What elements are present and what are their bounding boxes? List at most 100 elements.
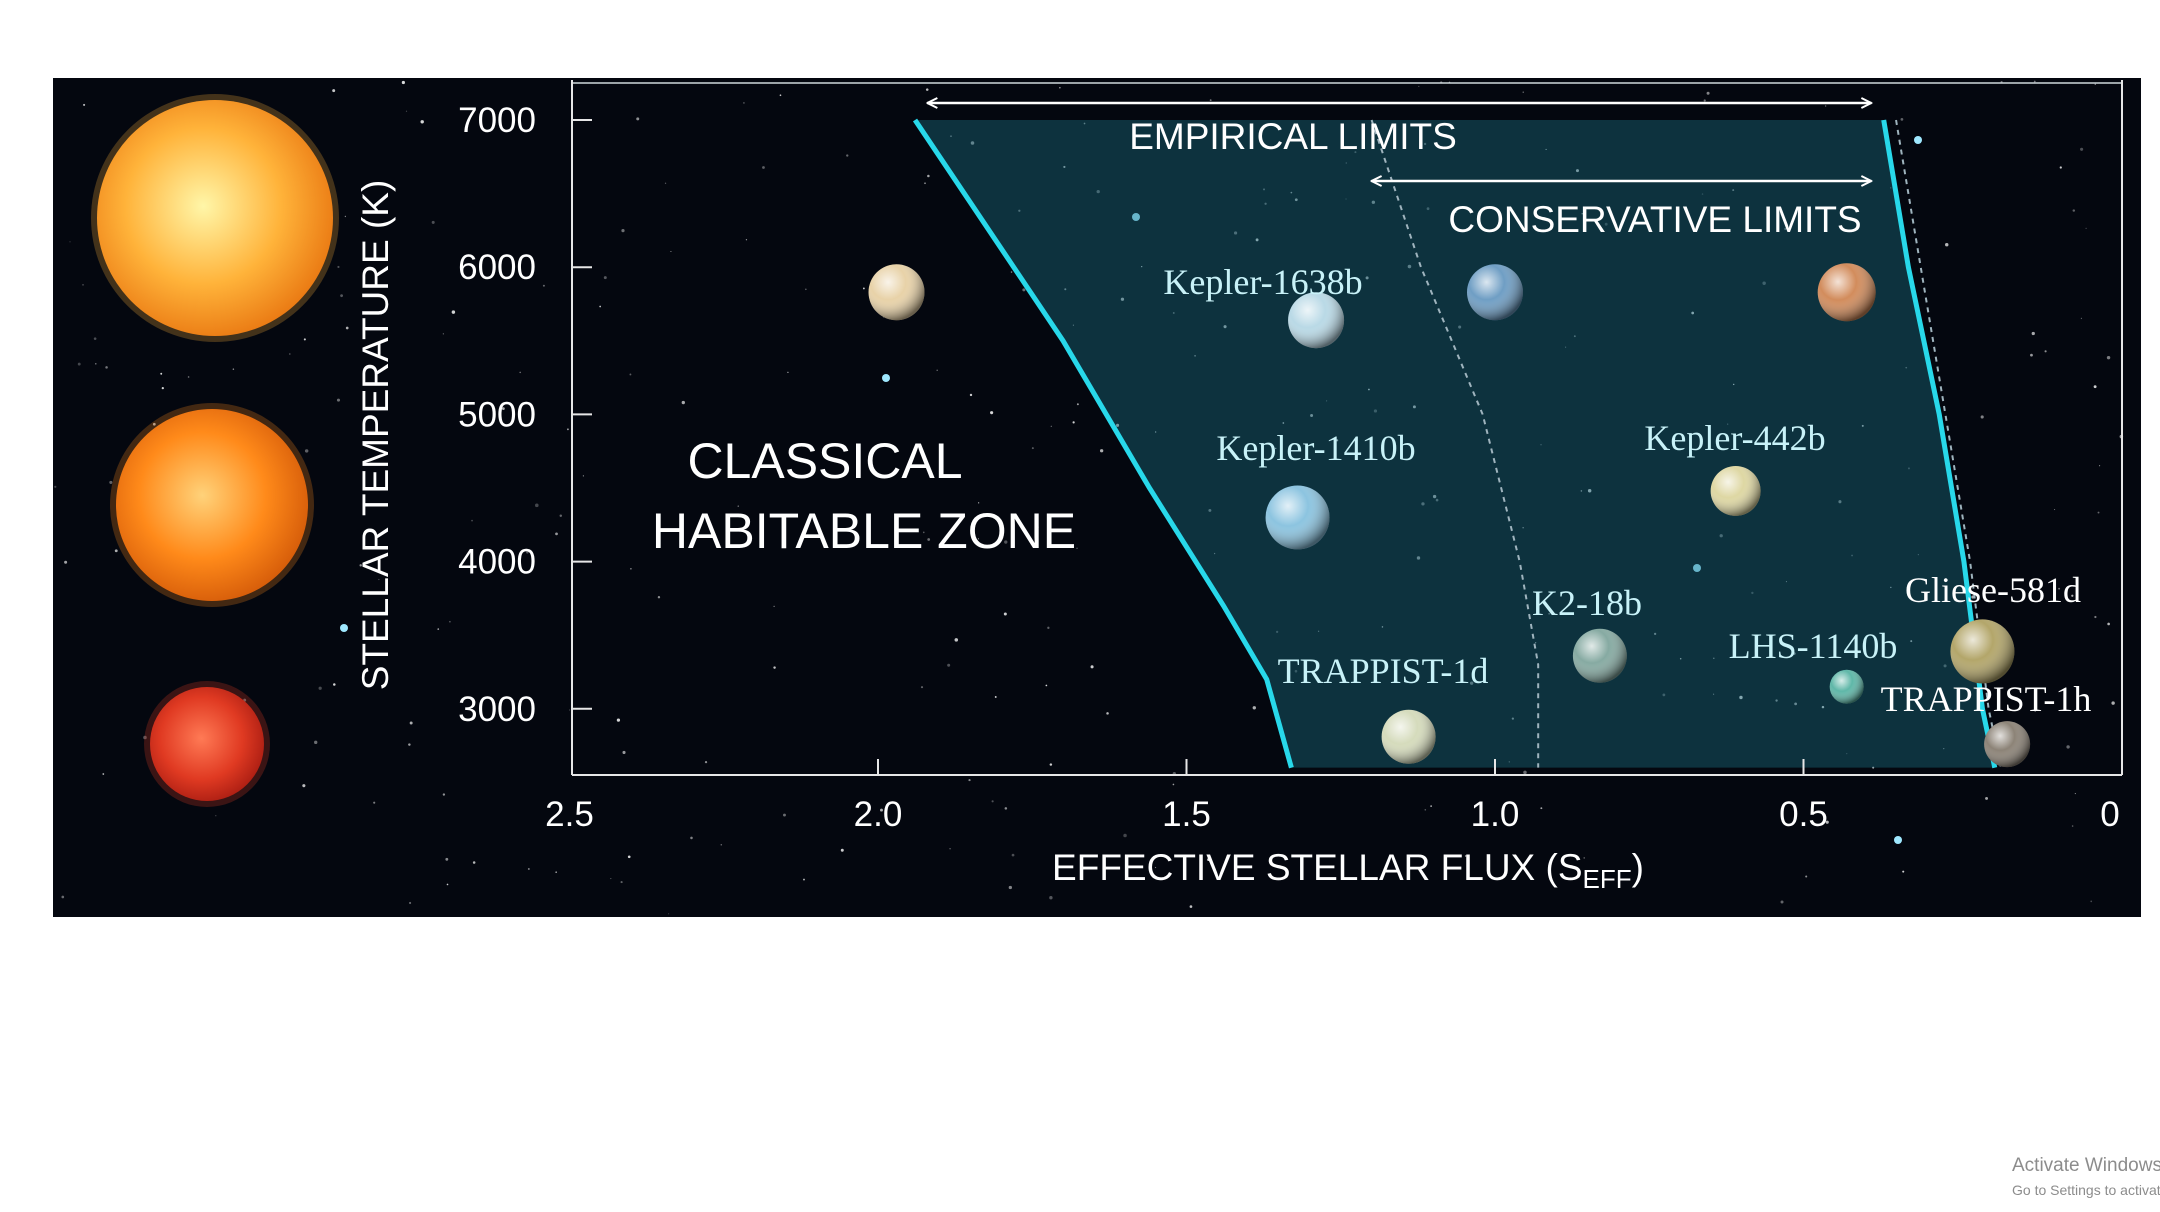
background-star — [620, 881, 623, 884]
background-star — [1209, 99, 1212, 102]
background-star — [2072, 209, 2076, 212]
background-star — [1255, 238, 1259, 242]
planet-lhs-1140b: LHS-1140b — [1729, 626, 1897, 704]
range-label: CONSERVATIVE LIMITS — [1448, 199, 1861, 240]
background-star — [559, 514, 563, 518]
background-star — [2085, 227, 2087, 230]
x-axis-ticks: 2.5 2.0 1.5 1.0 0.5 0 — [545, 759, 2120, 834]
background-star — [1083, 122, 1086, 125]
watermark-title: Activate Windows — [2012, 1155, 2160, 1176]
background-star — [1581, 213, 1583, 215]
background-star — [408, 743, 411, 746]
background-star — [1890, 586, 1892, 589]
background-star — [2033, 80, 2036, 83]
background-star — [501, 407, 505, 411]
background-star — [1825, 820, 1829, 824]
background-star — [314, 740, 318, 745]
background-star — [527, 867, 530, 870]
background-star — [303, 338, 306, 341]
background-star — [1172, 312, 1175, 314]
background-star — [1751, 591, 1754, 595]
background-star — [582, 475, 585, 477]
background-star — [1679, 657, 1682, 660]
background-star — [446, 883, 449, 886]
background-star — [1172, 783, 1175, 786]
background-star — [437, 628, 440, 630]
background-star — [1381, 626, 1384, 628]
background-star — [1354, 151, 1357, 154]
background-star — [1096, 189, 1100, 194]
background-star — [2107, 622, 2110, 626]
background-star — [1548, 612, 1550, 615]
planet-label: Kepler-442b — [1644, 418, 1825, 458]
background-star — [1732, 189, 1735, 192]
bright-star — [1894, 836, 1902, 844]
background-star — [925, 88, 929, 91]
planet-label: Kepler-1638b — [1163, 262, 1362, 302]
x-tick-label: 0 — [2100, 795, 2119, 834]
background-star — [519, 371, 521, 374]
background-star — [1072, 421, 1075, 424]
background-star — [1076, 403, 1079, 406]
background-star — [2031, 331, 2035, 336]
background-star — [627, 855, 631, 859]
background-star — [1719, 534, 1723, 538]
zone-label-line-1: CLASSICAL — [687, 433, 962, 489]
bright-star — [1914, 136, 1922, 144]
background-star — [526, 550, 529, 554]
background-star — [472, 861, 476, 864]
background-star — [409, 721, 413, 725]
x-axis-label-main: EFFECTIVE STELLAR FLUX (S — [1052, 847, 1582, 888]
background-star — [846, 154, 849, 157]
background-star — [743, 102, 745, 104]
background-star — [630, 568, 632, 570]
background-star — [2044, 350, 2047, 353]
background-star — [1365, 276, 1369, 280]
background-star — [1031, 447, 1034, 450]
bright-star — [340, 624, 348, 632]
background-star — [2094, 83, 2096, 85]
background-star — [787, 371, 789, 373]
background-star — [114, 549, 118, 553]
background-star — [1545, 148, 1547, 151]
background-star — [551, 817, 554, 820]
background-star — [1949, 708, 1951, 710]
background-star — [160, 372, 163, 375]
background-star — [2106, 355, 2111, 360]
background-star — [2071, 825, 2074, 827]
empirical-limits-range: EMPIRICAL LIMITS — [927, 103, 1871, 157]
background-star — [990, 411, 994, 415]
background-star — [968, 778, 971, 782]
background-star — [880, 808, 883, 812]
background-star — [82, 284, 84, 286]
background-star — [318, 686, 322, 690]
background-star — [1294, 198, 1298, 202]
x-tick-label: 1.0 — [1471, 795, 1520, 834]
plot-area: 2.5 2.0 1.5 1.0 0.5 0 7000 6000 5000 4000 3000 EM… — [458, 80, 2123, 834]
background-star — [922, 531, 925, 534]
background-star — [420, 120, 424, 124]
background-star — [1902, 870, 1905, 873]
background-star — [1336, 439, 1339, 442]
background-star — [954, 638, 959, 642]
background-star — [1821, 705, 1825, 709]
background-star — [991, 800, 994, 803]
background-star — [1371, 200, 1376, 204]
background-star — [1464, 855, 1467, 857]
background-star — [1900, 117, 1904, 121]
background-star — [1345, 162, 1347, 164]
background-star — [924, 182, 926, 185]
x-axis-label: EFFECTIVE STELLAR FLUX (SEFF) — [1052, 847, 1644, 894]
background-star — [1373, 409, 1378, 413]
background-star — [1511, 717, 1514, 720]
exoplanets: Kepler-1638b Kepler-1410b Kepler-442b K2-18… — [1163, 262, 2091, 768]
y-axis-label: STELLAR TEMPERATURE (K) — [355, 180, 396, 691]
background-star — [83, 103, 86, 106]
background-star — [143, 735, 147, 740]
background-star — [1141, 266, 1143, 268]
background-star — [1653, 632, 1657, 635]
empirical-inner-boundary — [912, 118, 1294, 769]
background-star — [1713, 693, 1715, 695]
background-star — [333, 683, 336, 686]
background-star — [970, 141, 975, 145]
